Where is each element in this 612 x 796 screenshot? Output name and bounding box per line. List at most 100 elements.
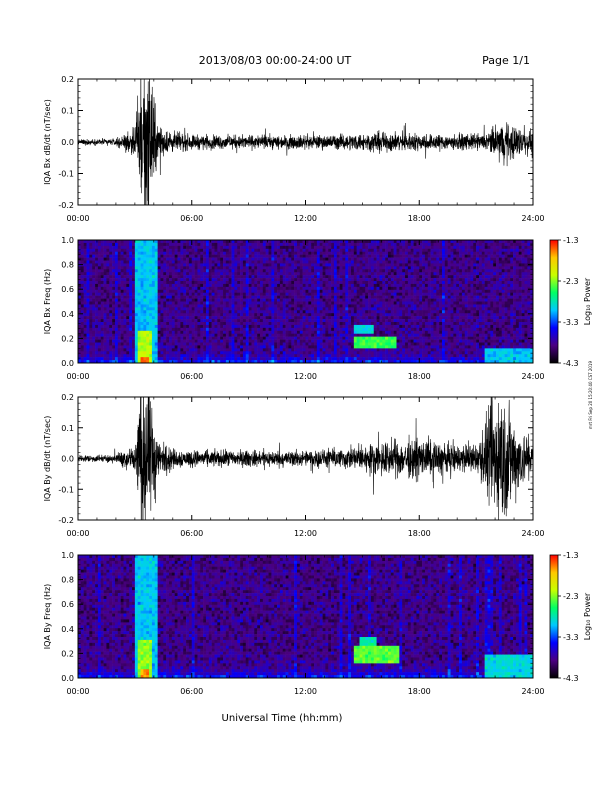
heatmap-cell <box>314 255 317 258</box>
heatmap-cell <box>257 331 260 334</box>
heatmap-cell <box>163 249 166 252</box>
heatmap-cell <box>212 328 215 331</box>
heatmap-cell <box>87 275 90 278</box>
heatmap-cell <box>269 307 272 310</box>
heatmap-cell <box>283 249 286 252</box>
heatmap-cell <box>405 269 408 272</box>
heatmap-cell <box>348 354 351 357</box>
heatmap-cell <box>365 263 368 266</box>
heatmap-cell <box>300 269 303 272</box>
heatmap-cell <box>95 343 98 346</box>
heatmap-cell <box>240 322 243 325</box>
heatmap-cell <box>391 340 394 343</box>
heatmap-cell <box>246 252 249 255</box>
heatmap-cell <box>175 266 178 269</box>
heatmap-cell <box>175 243 178 246</box>
heatmap-cell <box>149 307 152 310</box>
heatmap-cell <box>141 252 144 255</box>
heatmap-cell <box>158 348 161 351</box>
heatmap-cell <box>382 310 385 313</box>
heatmap-cell <box>232 290 235 293</box>
heatmap-cell <box>141 246 144 249</box>
heatmap-cell <box>92 331 95 334</box>
heatmap-cell <box>357 290 360 293</box>
heatmap-cell <box>249 319 252 322</box>
heatmap-cell <box>92 255 95 258</box>
heatmap-cell <box>104 304 107 307</box>
heatmap-cell <box>152 310 155 313</box>
heatmap-cell <box>121 281 124 284</box>
heatmap-cell <box>237 290 240 293</box>
heatmap-cell <box>92 293 95 296</box>
heatmap-cell <box>246 261 249 264</box>
heatmap-cell <box>95 322 98 325</box>
heatmap-cell <box>89 269 92 272</box>
heatmap-cell <box>365 334 368 337</box>
heatmap-cell <box>129 284 132 287</box>
heatmap-cell <box>385 337 388 340</box>
heatmap-cell <box>251 348 254 351</box>
heatmap-cell <box>240 299 243 302</box>
heatmap-cell <box>342 263 345 266</box>
heatmap-cell <box>246 281 249 284</box>
heatmap-cell <box>232 293 235 296</box>
heatmap-cell <box>166 296 169 299</box>
heatmap-cell <box>223 299 226 302</box>
heatmap-cell <box>266 243 269 246</box>
heatmap-cell <box>115 249 118 252</box>
heatmap-cell <box>217 252 220 255</box>
heatmap-cell <box>274 290 277 293</box>
heatmap-cell <box>334 246 337 249</box>
heatmap-cell <box>163 287 166 290</box>
heatmap-cell <box>288 319 291 322</box>
heatmap-cell <box>348 348 351 351</box>
heatmap-cell <box>368 340 371 343</box>
heatmap-cell <box>149 261 152 264</box>
heatmap-cell <box>362 351 365 354</box>
heatmap-cell <box>311 313 314 316</box>
heatmap-cell <box>271 284 274 287</box>
heatmap-cell <box>172 272 175 275</box>
heatmap-cell <box>317 258 320 261</box>
heatmap-cell <box>351 252 354 255</box>
heatmap-cell <box>246 319 249 322</box>
heatmap-cell <box>311 255 314 258</box>
heatmap-cell <box>317 287 320 290</box>
heatmap-cell <box>286 331 289 334</box>
heatmap-cell <box>104 307 107 310</box>
heatmap-cell <box>317 357 320 360</box>
heatmap-cell <box>320 325 323 328</box>
heatmap-cell <box>92 325 95 328</box>
heatmap-cell <box>118 278 121 281</box>
heatmap-cell <box>260 334 263 337</box>
heatmap-cell <box>266 348 269 351</box>
heatmap-cell <box>172 354 175 357</box>
heatmap-cell <box>209 322 212 325</box>
heatmap-cell <box>320 281 323 284</box>
heatmap-cell <box>152 319 155 322</box>
heatmap-cell <box>280 278 283 281</box>
heatmap-cell <box>203 261 206 264</box>
heatmap-cell <box>331 351 334 354</box>
heatmap-cell <box>237 316 240 319</box>
heatmap-cell <box>311 263 314 266</box>
heatmap-cell <box>308 246 311 249</box>
heatmap-cell <box>314 345 317 348</box>
heatmap-cell <box>229 252 232 255</box>
heatmap-cell <box>124 316 127 319</box>
heatmap-cell <box>266 302 269 305</box>
heatmap-cell <box>200 272 203 275</box>
heatmap-cell <box>246 269 249 272</box>
heatmap-cell <box>342 293 345 296</box>
heatmap-cell <box>288 278 291 281</box>
heatmap-cell <box>146 255 149 258</box>
heatmap-cell <box>163 269 166 272</box>
heatmap-cell <box>209 316 212 319</box>
heatmap-cell <box>217 261 220 264</box>
heatmap-cell <box>294 325 297 328</box>
heatmap-cell <box>84 357 87 360</box>
heatmap-cell <box>183 272 186 275</box>
heatmap-cell <box>121 316 124 319</box>
heatmap-cell <box>87 293 90 296</box>
heatmap-cell <box>146 293 149 296</box>
